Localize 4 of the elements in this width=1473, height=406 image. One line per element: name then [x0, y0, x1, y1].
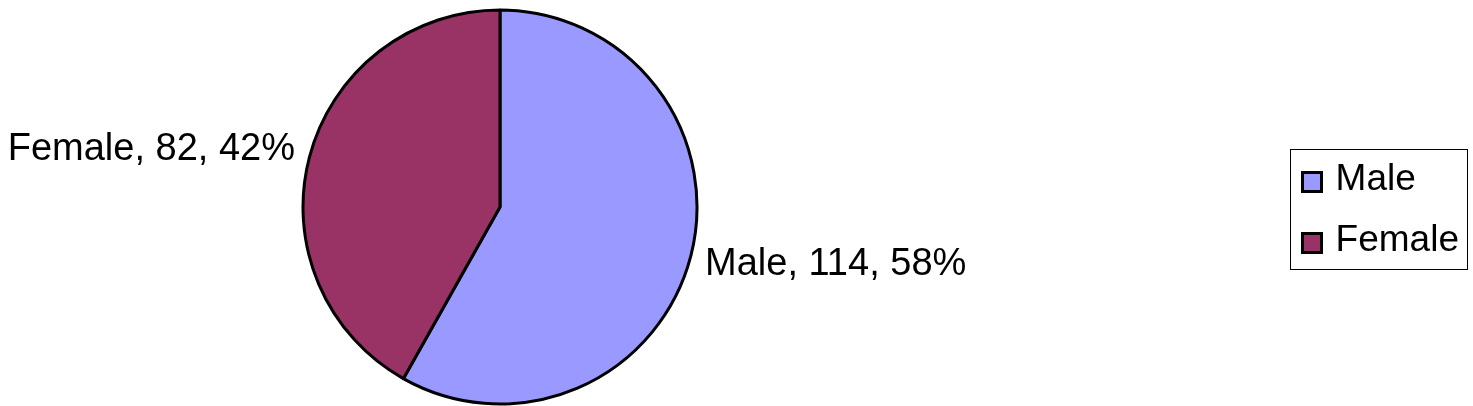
legend-label: Male	[1335, 156, 1416, 200]
legend-label: Female	[1335, 217, 1459, 261]
data-label: Female, 82, 42%	[7, 125, 295, 168]
data-label: Male, 114, 58%	[705, 241, 967, 284]
